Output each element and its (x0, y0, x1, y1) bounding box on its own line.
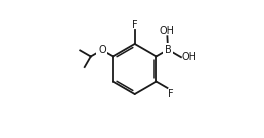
Text: O: O (98, 45, 106, 55)
Text: B: B (165, 45, 171, 55)
Text: OH: OH (160, 26, 175, 35)
Text: F: F (168, 89, 174, 99)
Text: F: F (132, 20, 138, 30)
Text: OH: OH (182, 52, 197, 62)
